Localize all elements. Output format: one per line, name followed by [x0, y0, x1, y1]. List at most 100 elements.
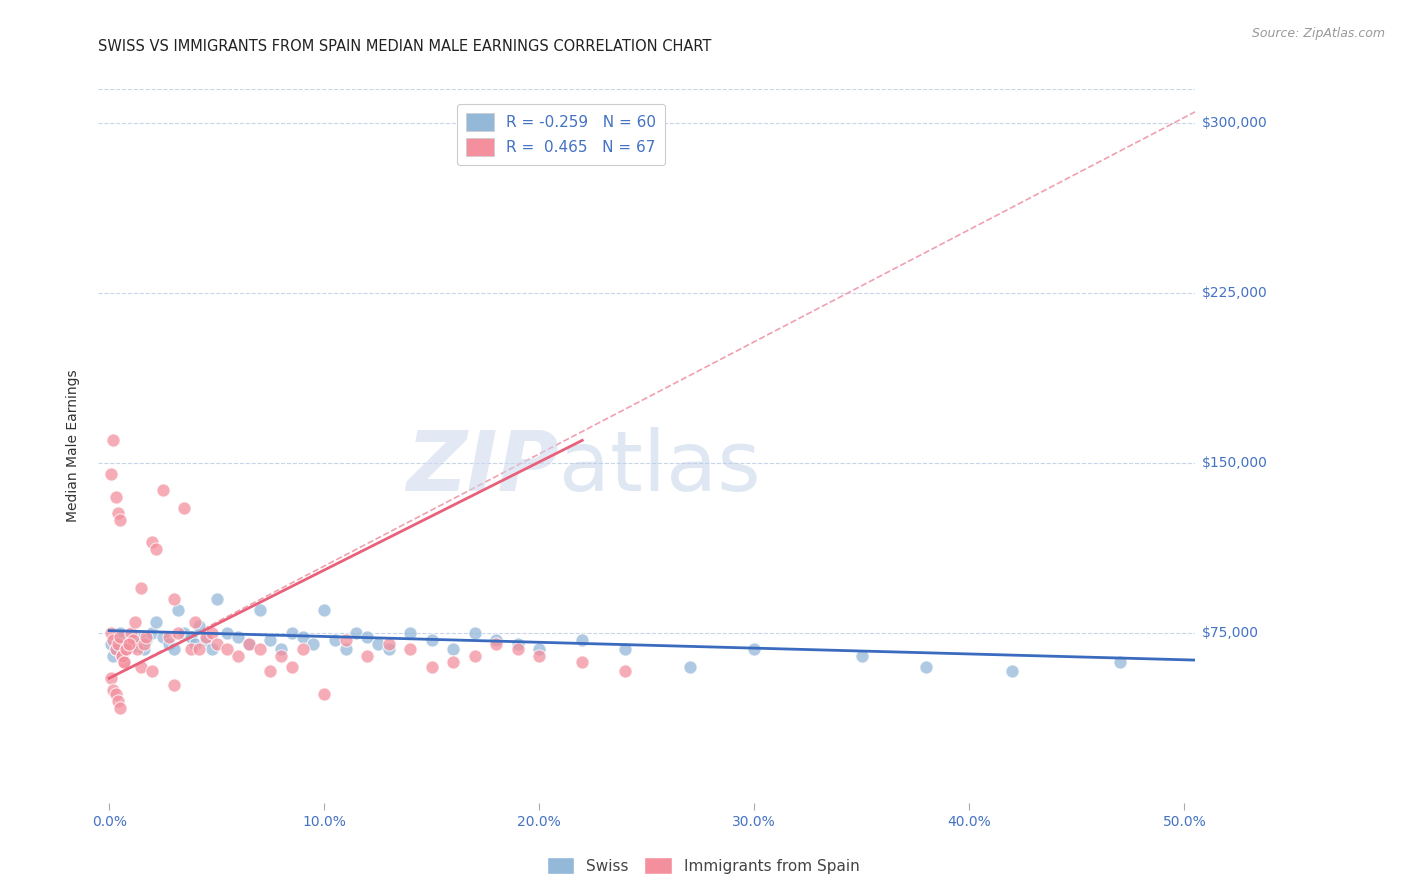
Point	[180, 641, 202, 656]
Point	[377, 637, 399, 651]
Point	[117, 637, 139, 651]
Point	[100, 626, 122, 640]
Point	[112, 637, 135, 651]
Point	[356, 631, 378, 645]
Point	[201, 626, 224, 640]
Point	[100, 637, 122, 651]
Point	[108, 700, 131, 714]
Point	[217, 641, 239, 656]
Point	[132, 641, 155, 656]
Point	[915, 660, 938, 674]
Point	[111, 648, 134, 663]
Point	[335, 641, 357, 656]
Point	[238, 637, 260, 651]
Point	[249, 603, 271, 617]
Point	[108, 626, 131, 640]
Point	[346, 626, 368, 640]
Point	[115, 641, 138, 656]
Point	[120, 626, 142, 640]
Point	[420, 632, 443, 647]
Point	[107, 632, 129, 647]
Text: $300,000: $300,000	[1202, 116, 1268, 130]
Point	[152, 631, 174, 645]
Point	[249, 641, 271, 656]
Point	[103, 648, 125, 663]
Point	[120, 628, 142, 642]
Point	[742, 641, 765, 656]
Point	[188, 641, 211, 656]
Point	[103, 632, 125, 647]
Point	[108, 513, 131, 527]
Point	[485, 632, 508, 647]
Point	[291, 631, 314, 645]
Point	[152, 483, 174, 498]
Point	[614, 665, 637, 679]
Point	[112, 656, 135, 670]
Point	[111, 648, 134, 663]
Y-axis label: Median Male Earnings: Median Male Earnings	[66, 369, 80, 523]
Text: SWISS VS IMMIGRANTS FROM SPAIN MEDIAN MALE EARNINGS CORRELATION CHART: SWISS VS IMMIGRANTS FROM SPAIN MEDIAN MA…	[98, 38, 711, 54]
Point	[281, 626, 304, 640]
Point	[145, 542, 167, 557]
Point	[226, 648, 249, 663]
Point	[1108, 656, 1130, 670]
Point	[314, 687, 336, 701]
Point	[399, 641, 422, 656]
Point	[571, 632, 593, 647]
Point	[441, 656, 464, 670]
Point	[184, 637, 207, 651]
Point	[201, 641, 224, 656]
Point	[108, 631, 131, 645]
Point	[124, 615, 146, 629]
Point	[167, 603, 190, 617]
Point	[420, 660, 443, 674]
Point	[180, 631, 202, 645]
Point	[323, 632, 346, 647]
Point	[115, 641, 138, 656]
Point	[194, 631, 217, 645]
Point	[291, 641, 314, 656]
Point	[163, 641, 186, 656]
Point	[173, 626, 195, 640]
Point	[281, 660, 304, 674]
Point	[464, 648, 486, 663]
Point	[104, 687, 127, 701]
Point	[104, 641, 127, 656]
Point	[226, 631, 249, 645]
Point	[188, 619, 211, 633]
Point	[377, 641, 399, 656]
Point	[851, 648, 873, 663]
Point	[259, 632, 281, 647]
Point	[367, 637, 389, 651]
Point	[238, 637, 260, 651]
Text: ZIP: ZIP	[406, 427, 560, 508]
Point	[506, 637, 529, 651]
Point	[131, 581, 153, 595]
Point	[184, 615, 207, 629]
Point	[107, 506, 129, 520]
Text: Source: ZipAtlas.com: Source: ZipAtlas.com	[1251, 27, 1385, 40]
Point	[441, 641, 464, 656]
Point	[464, 626, 486, 640]
Point	[529, 648, 551, 663]
Point	[679, 660, 702, 674]
Point	[131, 637, 153, 651]
Point	[356, 648, 378, 663]
Point	[194, 632, 217, 647]
Point	[104, 641, 127, 656]
Point	[259, 665, 281, 679]
Legend: Swiss, Immigrants from Spain: Swiss, Immigrants from Spain	[540, 851, 866, 880]
Point	[205, 591, 228, 606]
Point	[141, 535, 163, 549]
Point	[103, 682, 125, 697]
Text: $150,000: $150,000	[1202, 456, 1268, 470]
Point	[163, 678, 186, 692]
Point	[141, 665, 163, 679]
Point	[167, 626, 190, 640]
Point	[112, 656, 135, 670]
Point	[205, 637, 228, 651]
Point	[127, 631, 149, 645]
Point	[314, 603, 336, 617]
Point	[111, 631, 134, 645]
Point	[135, 631, 157, 645]
